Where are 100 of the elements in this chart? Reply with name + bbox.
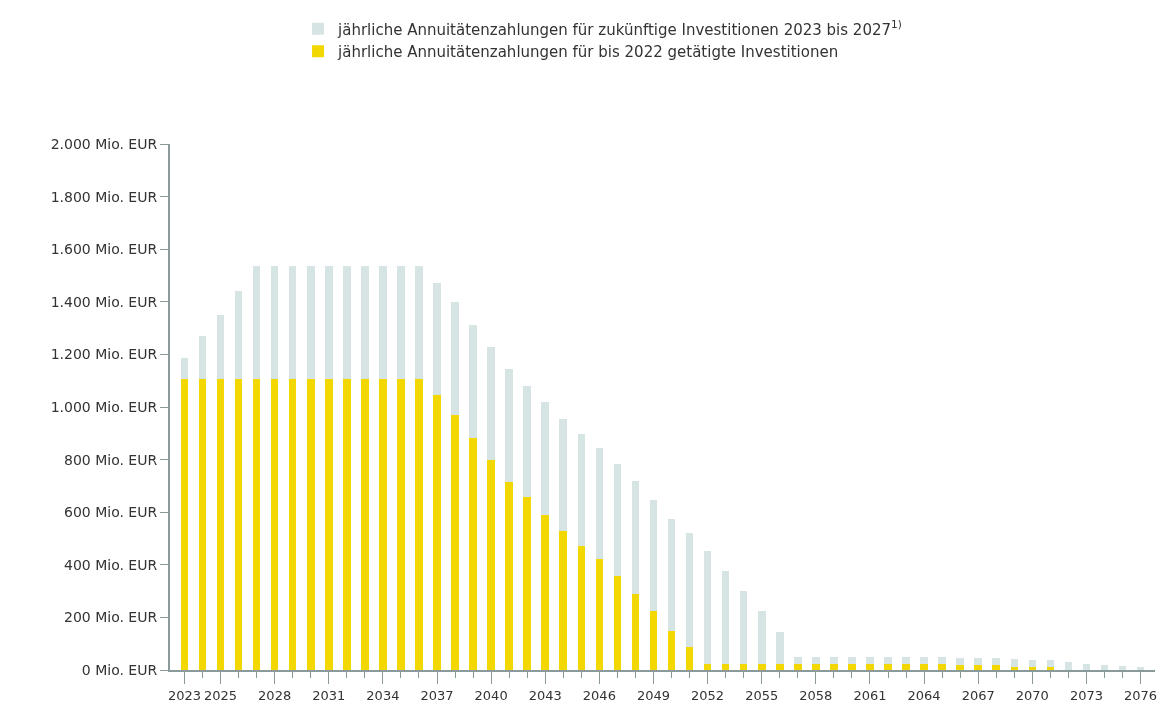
bar (324, 266, 333, 380)
bar (1046, 667, 1055, 670)
bar (613, 463, 622, 576)
bar (397, 266, 405, 380)
bar (415, 266, 423, 380)
bar (198, 335, 207, 380)
bar (830, 656, 838, 665)
x-tick-label: 2034 (366, 687, 400, 703)
y-tick-label: 800 Mio. EUR (64, 451, 158, 468)
bar (505, 369, 513, 483)
bar (685, 646, 694, 670)
bar (1010, 659, 1019, 668)
bar (1118, 666, 1127, 670)
bar (1064, 662, 1073, 670)
bar (992, 665, 1001, 670)
x-tick-label: 2040 (474, 687, 508, 703)
bar (794, 656, 802, 665)
bar (992, 658, 1001, 666)
x-tick-label: 2076 (1124, 687, 1158, 703)
y-tick-label: 1.400 Mio. EUR (50, 293, 158, 310)
bar (595, 559, 604, 670)
bar (487, 347, 495, 460)
bar (703, 664, 712, 670)
bar (288, 266, 297, 380)
bar (974, 658, 982, 666)
bar (884, 656, 892, 665)
bar (343, 266, 351, 380)
bar (469, 325, 477, 438)
bar (757, 664, 766, 670)
x-tick-label: 2058 (799, 687, 833, 703)
y-tick-label: 600 Mio. EUR (64, 504, 158, 521)
bar (866, 656, 874, 665)
y-tick-label: 1.800 Mio. EUR (50, 188, 158, 205)
bar (306, 266, 315, 380)
bar (1136, 667, 1145, 670)
bar (180, 379, 189, 670)
bar (1028, 667, 1037, 670)
bar (415, 379, 423, 670)
bar (487, 459, 495, 670)
y-tick-label: 1.200 Mio. EUR (50, 346, 158, 363)
bar (667, 518, 676, 631)
bar (216, 379, 225, 670)
legend-label: jährliche Annuitätenzahlungen für zukünftige Investitionen 2023 bis 2027$^{1)}$ (337, 18, 902, 39)
x-tick-label: 2043 (528, 687, 562, 703)
bar (920, 664, 928, 670)
bar (451, 414, 459, 670)
bar (198, 379, 207, 670)
bar (288, 379, 297, 670)
bar (1010, 667, 1019, 670)
bar (721, 664, 730, 670)
bar (956, 658, 964, 666)
bar (433, 282, 441, 396)
bar (812, 664, 820, 670)
x-tick-label: 2031 (312, 687, 346, 703)
y-tick-label: 200 Mio. EUR (64, 609, 158, 626)
bar (1028, 660, 1037, 668)
x-tick-label: 2073 (1069, 687, 1103, 703)
bar (180, 357, 189, 380)
x-tick-label: 2064 (907, 687, 941, 703)
bar (649, 611, 658, 670)
bar (379, 266, 387, 380)
x-tick-label: 2052 (691, 687, 725, 703)
y-tick-label: 400 Mio. EUR (64, 556, 158, 573)
bar (685, 533, 694, 647)
bar (270, 266, 279, 380)
y-tick-label: 1.000 Mio. EUR (50, 398, 158, 415)
bar (270, 379, 279, 670)
bar (505, 482, 513, 670)
legend-label: jährliche Annuitätenzahlungen für bis 2022 getätigte Investitionen (337, 43, 839, 62)
bar (361, 379, 369, 670)
bar (884, 664, 892, 670)
bar (757, 611, 766, 665)
bar (613, 575, 622, 670)
bar (306, 379, 315, 670)
bar (559, 531, 568, 670)
x-tick-label: 2025 (203, 687, 238, 703)
bar (577, 434, 586, 546)
x-tick-label: 2037 (420, 687, 454, 703)
bar (794, 664, 802, 670)
bar (938, 656, 946, 665)
y-tick-label: 1.600 Mio. EUR (50, 241, 158, 258)
bar (920, 656, 928, 665)
y-tick-label: 0 Mio. EUR (81, 661, 158, 678)
bar (631, 481, 640, 594)
bar (902, 656, 910, 665)
bar (541, 514, 550, 670)
bar (343, 379, 351, 670)
bar (848, 656, 856, 665)
x-tick-label: 2070 (1015, 687, 1049, 703)
bar (451, 302, 459, 415)
bar (234, 291, 243, 380)
bar (595, 447, 604, 560)
bar (739, 591, 748, 665)
bar (830, 664, 838, 670)
bar (469, 437, 477, 670)
bar (848, 664, 856, 670)
bar (1100, 665, 1109, 670)
bar (974, 665, 982, 670)
bar (523, 385, 531, 498)
bar (649, 499, 658, 612)
